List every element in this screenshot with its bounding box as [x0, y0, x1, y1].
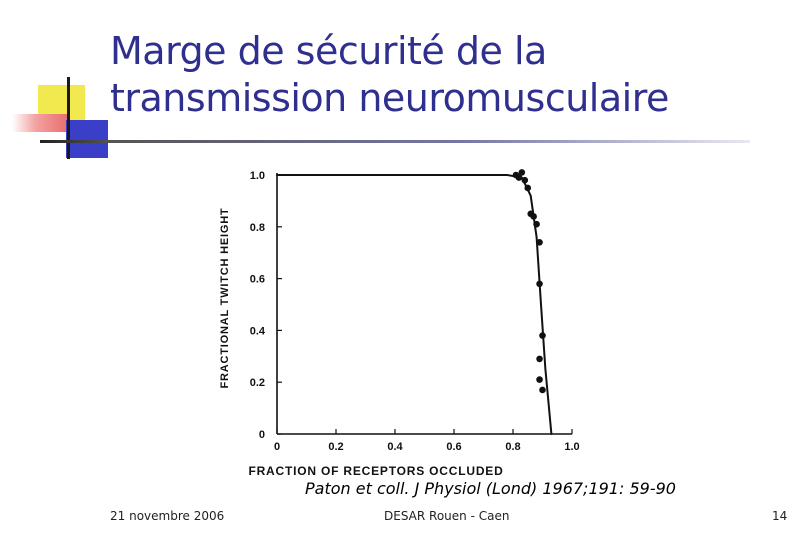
- footer-date: 21 novembre 2006: [110, 509, 225, 523]
- chart-axes: 0 0.2 0.4 0.6 0.8 1.0 0 0.2 0.4 0.6 0.8 1.0: [250, 170, 580, 453]
- y-tick-label: 0.4: [250, 325, 266, 337]
- x-tick-label: 0: [274, 441, 280, 453]
- x-tick-label: 0.6: [446, 441, 461, 453]
- data-point: [533, 220, 540, 228]
- y-tick-label: 0.2: [250, 377, 265, 389]
- data-point: [539, 332, 546, 339]
- data-point: [521, 176, 529, 184]
- slide-title: Marge de sécurité de la transmission neu…: [110, 28, 770, 122]
- footer-center-text: DESAR Rouen - Caen: [384, 509, 510, 523]
- y-axis-label: FRACTIONAL TWITCH HEIGHT: [219, 208, 231, 389]
- x-tick-label: 1.0: [564, 441, 579, 453]
- decor-horizontal-line: [40, 140, 750, 143]
- decor-vertical-line: [67, 77, 70, 159]
- data-point: [530, 213, 537, 220]
- x-tick-label: 0.8: [505, 441, 520, 453]
- y-tick-label: 0.8: [250, 222, 265, 234]
- x-axis-label: FRACTION OF RECEPTORS OCCLUDED: [248, 464, 503, 478]
- y-tick-label: 1.0: [250, 170, 265, 182]
- chart-points-layer: [512, 169, 546, 394]
- page-number: 14: [772, 509, 788, 523]
- slide-title-line-2: transmission neuromusculaire: [110, 76, 669, 120]
- decor-blue-square: [66, 120, 108, 158]
- slide-title-line-1: Marge de sécurité de la: [110, 29, 547, 73]
- y-tick-label: 0: [259, 429, 265, 441]
- data-point: [515, 174, 523, 181]
- citation: Paton et coll. J Physiol (Lond) 1967;191…: [305, 479, 676, 498]
- decor-red-bar: [12, 114, 70, 132]
- data-point: [536, 376, 543, 383]
- data-point: [524, 184, 532, 192]
- chart-fit-curve-layer: [276, 174, 553, 435]
- data-point: [536, 239, 543, 246]
- data-point: [536, 280, 543, 288]
- data-point: [539, 386, 546, 394]
- data-point: [518, 169, 526, 176]
- data-point: [536, 355, 543, 363]
- x-tick-label: 0.4: [387, 441, 403, 453]
- twitch-height-chart: 0 0.2 0.4 0.6 0.8 1.0 0 0.2 0.4 0.6 0.8 1.0 FRACTIO…: [219, 169, 580, 478]
- fit-curve: [276, 174, 553, 435]
- x-tick-label: 0.2: [328, 441, 343, 453]
- y-tick-label: 0.6: [250, 274, 265, 286]
